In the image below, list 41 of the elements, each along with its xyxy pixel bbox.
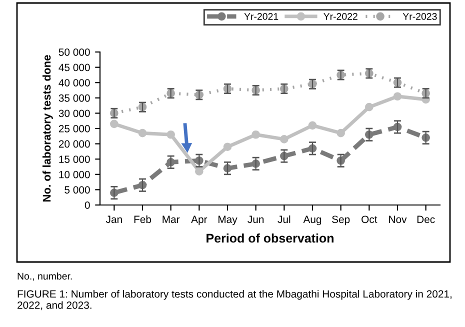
x-tick-label: Dec: [417, 216, 435, 224]
point: [280, 135, 288, 144]
y-tick-label: 35 000: [58, 94, 90, 102]
x-tick-label: Mar: [162, 216, 180, 224]
x-tick-label: Aug: [303, 216, 322, 226]
legend-label: Yr-2021: [244, 13, 278, 20]
x-tick-label: Oct: [362, 216, 378, 224]
x-tick-label: Apr: [191, 216, 208, 226]
y-tick-label: 10 000: [59, 170, 90, 178]
point: [365, 102, 374, 112]
point: [138, 128, 147, 138]
y-tick-label: 45 000: [58, 64, 90, 72]
point: [393, 92, 402, 101]
x-tick-label: Jul: [278, 215, 290, 224]
legend-label: Yr-2022: [324, 13, 358, 20]
y-tick-label: 50 000: [58, 48, 90, 56]
x-tick-label: May: [218, 216, 238, 226]
y-tick-label: 25 000: [58, 125, 90, 132]
x-tick-label: Jun: [248, 216, 264, 224]
y-tick-label: 5 000: [64, 186, 90, 194]
y-tick-label: 30 000: [58, 110, 90, 118]
caption: FIGURE 1: Number of laboratory tests conducted at the Mbagathi Hospital Laboratory in 2021, 2022, and 2023.: [18, 290, 452, 310]
point: [223, 142, 232, 152]
point: [110, 120, 118, 128]
point: [252, 130, 260, 139]
point: [336, 128, 345, 138]
y-tick-label: 15 000: [59, 156, 90, 163]
x-tick-label: Nov: [389, 216, 407, 224]
x-tick-label: Sep: [332, 216, 350, 226]
x-tick-label: Jan: [106, 216, 122, 224]
y-axis-title: No. of laboratory tests done: [42, 55, 53, 202]
x-axis-title: Period of observation: [206, 233, 334, 243]
y-tick-label: 40 000: [58, 79, 90, 86]
x-tick-label: Feb: [134, 215, 152, 224]
y-tick-label: 0: [84, 202, 90, 209]
text: No., number.: [18, 272, 72, 281]
point: [166, 130, 175, 139]
point: [308, 121, 317, 130]
legend-label: Yr-2023: [402, 13, 437, 20]
y-tick-label: 20 000: [58, 140, 90, 148]
point: [195, 167, 204, 176]
